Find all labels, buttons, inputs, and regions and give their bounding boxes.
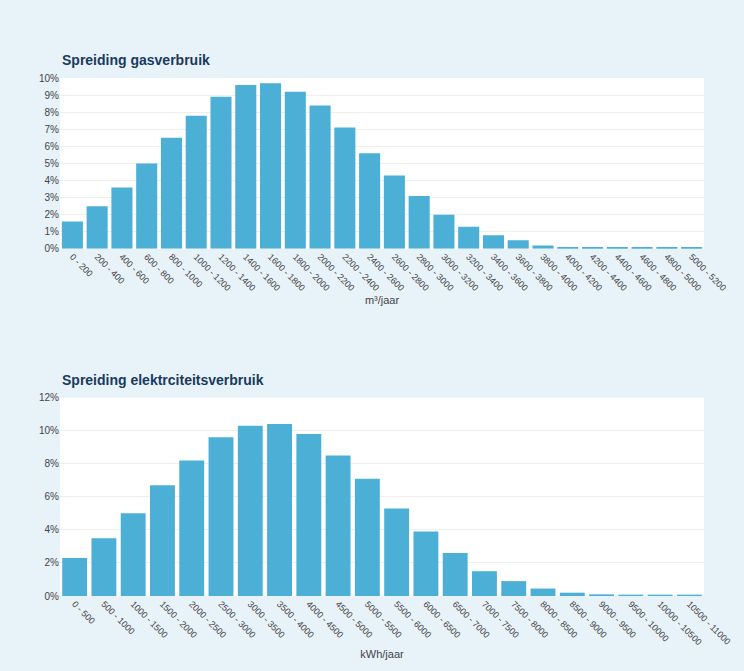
svg-text:6%: 6% [45, 141, 60, 152]
svg-text:2800 - 3000: 2800 - 3000 [415, 252, 456, 293]
svg-text:3800 - 4000: 3800 - 4000 [538, 252, 579, 293]
svg-text:4000 - 4200: 4000 - 4200 [563, 252, 604, 293]
svg-text:10%: 10% [39, 73, 59, 84]
svg-text:9%: 9% [45, 90, 60, 101]
svg-text:1500 - 2000: 1500 - 2000 [158, 599, 199, 640]
svg-text:2000 - 2500: 2000 - 2500 [187, 599, 228, 640]
svg-text:10500 - 11000: 10500 - 11000 [685, 599, 733, 647]
svg-text:10%: 10% [39, 425, 59, 436]
svg-text:8%: 8% [45, 107, 60, 118]
svg-text:Spreiding elektrciteitsverbrui: Spreiding elektrciteitsverbruik [62, 372, 264, 388]
svg-text:0 - 200: 0 - 200 [68, 252, 95, 279]
svg-text:4200 - 4400: 4200 - 4400 [588, 252, 629, 293]
svg-text:2000 - 2200: 2000 - 2200 [315, 252, 356, 293]
svg-text:6500 - 7000: 6500 - 7000 [451, 599, 492, 640]
svg-text:6%: 6% [45, 491, 60, 502]
svg-text:8000 - 8500: 8000 - 8500 [538, 599, 579, 640]
svg-text:10000 - 10500: 10000 - 10500 [655, 599, 703, 647]
svg-text:2600 - 2800: 2600 - 2800 [390, 252, 431, 293]
svg-text:4%: 4% [45, 175, 60, 186]
svg-text:5000 - 5200: 5000 - 5200 [687, 252, 728, 293]
svg-text:3200 - 3400: 3200 - 3400 [464, 252, 505, 293]
svg-text:200 - 400: 200 - 400 [93, 252, 127, 286]
svg-text:Spreiding gasverbruik: Spreiding gasverbruik [62, 52, 210, 68]
svg-text:4000 - 4500: 4000 - 4500 [304, 599, 345, 640]
svg-text:1200 - 1400: 1200 - 1400 [216, 252, 257, 293]
svg-text:2%: 2% [45, 557, 60, 568]
svg-text:9500 - 10000: 9500 - 10000 [626, 599, 671, 644]
svg-text:1600 - 1800: 1600 - 1800 [266, 252, 307, 293]
svg-text:6000 - 6500: 6000 - 6500 [421, 599, 462, 640]
svg-text:1%: 1% [45, 226, 60, 237]
svg-text:kWh/jaar: kWh/jaar [360, 648, 404, 660]
svg-text:7%: 7% [45, 124, 60, 135]
svg-text:0 - 500: 0 - 500 [70, 599, 97, 626]
svg-text:5000 - 5500: 5000 - 5500 [363, 599, 404, 640]
svg-text:2500 - 3000: 2500 - 3000 [216, 599, 257, 640]
svg-text:0%: 0% [45, 243, 60, 254]
svg-text:1000 - 1200: 1000 - 1200 [192, 252, 233, 293]
svg-text:1400 - 1600: 1400 - 1600 [241, 252, 282, 293]
svg-text:1800 - 2000: 1800 - 2000 [291, 252, 332, 293]
svg-text:3%: 3% [45, 192, 60, 203]
svg-text:3000 - 3200: 3000 - 3200 [439, 252, 480, 293]
svg-text:5500 - 6000: 5500 - 6000 [392, 599, 433, 640]
svg-text:2%: 2% [45, 209, 60, 220]
svg-text:7000 - 7500: 7000 - 7500 [480, 599, 521, 640]
svg-text:4600 - 4800: 4600 - 4800 [637, 252, 678, 293]
svg-text:4%: 4% [45, 524, 60, 535]
svg-text:500 - 1000: 500 - 1000 [99, 599, 137, 637]
svg-text:1000 - 1500: 1000 - 1500 [129, 599, 170, 640]
svg-text:3500 - 4000: 3500 - 4000 [275, 599, 316, 640]
svg-text:9000 - 9500: 9000 - 9500 [597, 599, 638, 640]
svg-text:2400 - 2600: 2400 - 2600 [365, 252, 406, 293]
svg-text:7500 - 8000: 7500 - 8000 [509, 599, 550, 640]
svg-text:4500 - 5000: 4500 - 5000 [333, 599, 374, 640]
svg-text:0%: 0% [45, 591, 60, 602]
svg-text:600 - 800: 600 - 800 [142, 252, 176, 286]
svg-text:12%: 12% [39, 392, 59, 403]
svg-text:8500 - 9000: 8500 - 9000 [568, 599, 609, 640]
svg-text:4800 - 5000: 4800 - 5000 [662, 252, 703, 293]
svg-text:400 - 600: 400 - 600 [117, 252, 151, 286]
svg-text:3400 - 3600: 3400 - 3600 [489, 252, 530, 293]
svg-text:3000 - 3500: 3000 - 3500 [246, 599, 287, 640]
svg-text:8%: 8% [45, 458, 60, 469]
svg-text:m³/jaar: m³/jaar [365, 294, 400, 306]
svg-text:5%: 5% [45, 158, 60, 169]
svg-text:4400 - 4600: 4400 - 4600 [613, 252, 654, 293]
svg-text:800 - 1000: 800 - 1000 [167, 252, 205, 290]
svg-text:2200 - 2400: 2200 - 2400 [340, 252, 381, 293]
svg-text:3600 - 3800: 3600 - 3800 [514, 252, 555, 293]
